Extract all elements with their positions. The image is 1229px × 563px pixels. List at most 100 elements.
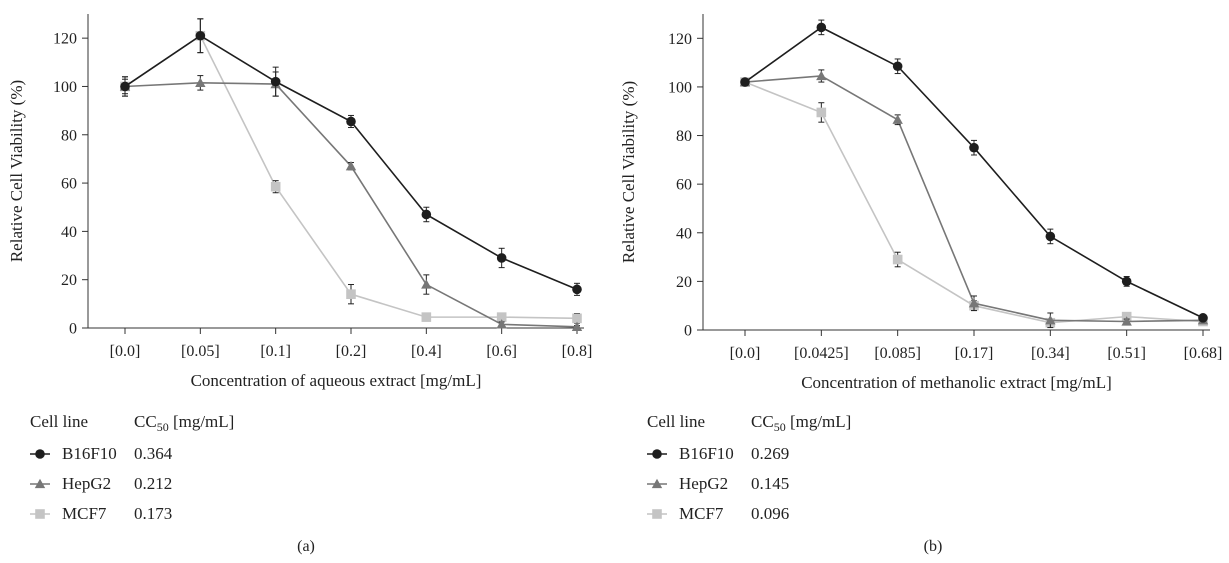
y-tick-label: 80 bbox=[61, 127, 77, 144]
legend-cc50-value: 0.096 bbox=[751, 504, 789, 523]
legend-row: MCF7 0.173 bbox=[30, 504, 172, 523]
data-point bbox=[195, 30, 206, 41]
data-point bbox=[345, 160, 357, 171]
y-axis-title: Relative Cell Viability (%) bbox=[619, 81, 638, 263]
legend-row: B16F10 0.269 bbox=[647, 444, 789, 463]
data-point bbox=[421, 209, 432, 220]
series-b16f10 bbox=[120, 18, 582, 296]
y-tick-label: 0 bbox=[684, 323, 692, 340]
y-tick-label: 60 bbox=[676, 177, 692, 194]
data-point bbox=[1121, 276, 1132, 287]
legend-header-cc50: CC50 [mg/mL] bbox=[134, 412, 234, 434]
legend-marker bbox=[651, 478, 663, 489]
data-point bbox=[816, 107, 827, 118]
legend-series-name: HepG2 bbox=[62, 474, 111, 493]
legend-row: HepG2 0.145 bbox=[647, 474, 789, 493]
series-line bbox=[744, 26, 1204, 319]
y-tick-label: 120 bbox=[53, 31, 77, 48]
series-line bbox=[744, 81, 1204, 324]
legend-row: MCF7 0.096 bbox=[647, 504, 789, 523]
data-point bbox=[892, 61, 903, 72]
legend-header-cell-line: Cell line bbox=[647, 412, 705, 431]
data-point bbox=[571, 321, 583, 331]
y-tick-label: 0 bbox=[69, 321, 77, 338]
x-axis-title: Concentration of aqueous extract [mg/mL] bbox=[191, 371, 482, 390]
x-tick-label: [0.2] bbox=[336, 343, 367, 360]
data-point bbox=[816, 22, 827, 33]
legend-marker bbox=[652, 509, 662, 519]
legend-cc50-value: 0.212 bbox=[134, 474, 172, 493]
y-tick-label: 80 bbox=[676, 128, 692, 145]
legend-marker bbox=[652, 449, 662, 459]
x-tick-label: [0.085] bbox=[874, 345, 921, 362]
data-point bbox=[346, 289, 356, 299]
legend-series-name: MCF7 bbox=[62, 504, 107, 523]
data-point bbox=[346, 116, 356, 127]
x-tick-label: [0.4] bbox=[411, 343, 442, 360]
y-axis-title: Relative Cell Viability (%) bbox=[7, 80, 26, 262]
series-line bbox=[124, 34, 578, 320]
y-tick-label: 120 bbox=[668, 31, 692, 48]
data-point bbox=[195, 77, 206, 87]
chart-panel-b: 0 20 40 60 80 100 120 [0.0] [0.0425] [0.085] [0.17… bbox=[619, 14, 1222, 555]
legend-cc50-value: 0.145 bbox=[751, 474, 789, 493]
data-point bbox=[1045, 315, 1056, 325]
x-tick-label: [0.51] bbox=[1107, 345, 1146, 362]
legend: Cell line CC50 [mg/mL] B16F10 0.364 HepG2 0.2… bbox=[30, 412, 234, 523]
data-point bbox=[496, 253, 507, 263]
legend-marker bbox=[35, 509, 45, 519]
x-tick-label: [0.1] bbox=[260, 343, 291, 360]
x-tick-label: [0.0425] bbox=[794, 345, 849, 362]
series-mcf7 bbox=[740, 77, 1208, 328]
legend-header-cell-line: Cell line bbox=[30, 412, 88, 431]
data-point bbox=[421, 279, 432, 289]
series-mcf7 bbox=[120, 18, 582, 324]
y-tick-label: 40 bbox=[61, 224, 77, 241]
data-point bbox=[816, 70, 827, 81]
data-point bbox=[968, 298, 980, 308]
x-tick-label: [0.17] bbox=[955, 345, 994, 362]
x-tick-label: [0.0] bbox=[730, 345, 761, 362]
legend-marker bbox=[35, 449, 45, 459]
data-point bbox=[572, 284, 582, 295]
x-tick-label: [0.8] bbox=[562, 343, 593, 360]
legend-series-name: HepG2 bbox=[679, 474, 728, 493]
x-tick-label: [0.0] bbox=[110, 343, 141, 360]
legend-cc50-value: 0.173 bbox=[134, 504, 172, 523]
data-point bbox=[572, 313, 582, 324]
data-point bbox=[892, 254, 903, 265]
legend-header-cc50: CC50 [mg/mL] bbox=[751, 412, 851, 434]
data-point bbox=[969, 142, 979, 153]
x-tick-label: [0.6] bbox=[486, 343, 517, 360]
x-tick-label: [0.05] bbox=[181, 343, 220, 360]
legend-series-name: B16F10 bbox=[679, 444, 734, 463]
legend-row: B16F10 0.364 bbox=[30, 444, 173, 463]
y-tick-label: 40 bbox=[676, 225, 692, 242]
y-tick-label: 100 bbox=[53, 79, 77, 96]
x-tick-label: [0.68] bbox=[1184, 345, 1223, 362]
legend-marker bbox=[34, 478, 46, 489]
data-point bbox=[740, 77, 750, 87]
legend-series-name: B16F10 bbox=[62, 444, 117, 463]
legend-cc50-value: 0.364 bbox=[134, 444, 173, 463]
data-point bbox=[1121, 316, 1132, 326]
data-point bbox=[496, 312, 507, 322]
x-axis-title: Concentration of methanolic extract [mg/… bbox=[801, 373, 1112, 392]
series-b16f10 bbox=[740, 19, 1208, 323]
legend-row: HepG2 0.212 bbox=[30, 474, 172, 493]
data-point bbox=[892, 114, 903, 124]
x-tick-label: [0.34] bbox=[1031, 345, 1070, 362]
data-point bbox=[120, 81, 130, 92]
y-tick-label: 20 bbox=[61, 272, 77, 289]
y-tick-label: 20 bbox=[676, 274, 692, 291]
y-tick-label: 60 bbox=[61, 176, 77, 193]
panel-label: (a) bbox=[297, 538, 315, 555]
data-point bbox=[1045, 231, 1056, 242]
data-point bbox=[421, 312, 432, 322]
panel-label: (b) bbox=[924, 538, 943, 555]
legend: Cell line CC50 [mg/mL] B16F10 0.269 HepG2 0.1… bbox=[647, 412, 851, 523]
data-point bbox=[1198, 313, 1208, 323]
data-point bbox=[270, 181, 281, 192]
